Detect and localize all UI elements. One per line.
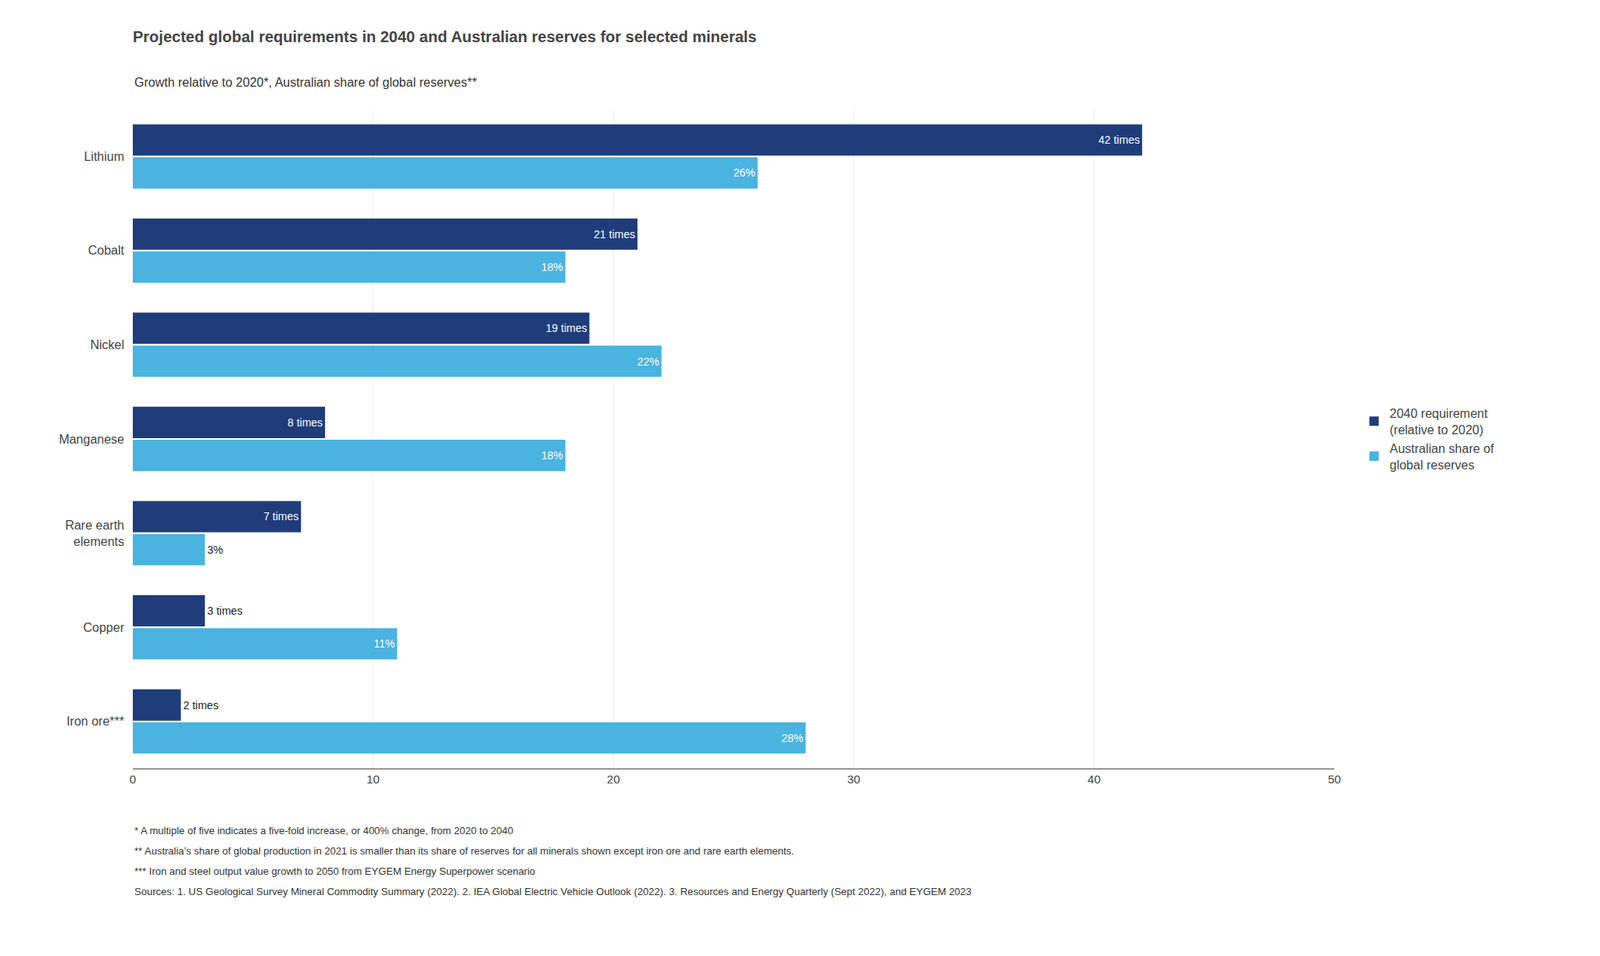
svg-text:Manganese: Manganese <box>58 432 125 447</box>
svg-text:Projected global requirements: Projected global requirements in 2040 an… <box>132 28 757 46</box>
svg-text:3%: 3% <box>207 543 223 557</box>
svg-text:Iron ore***: Iron ore*** <box>66 714 125 729</box>
svg-text:Sources: 1. US Geological Surv: Sources: 1. US Geological Survey Mineral… <box>134 885 972 898</box>
svg-text:0: 0 <box>129 772 136 786</box>
svg-text:42 times: 42 times <box>1098 133 1140 147</box>
svg-text:Copper: Copper <box>83 621 125 635</box>
svg-text:18%: 18% <box>541 260 564 274</box>
svg-text:Growth relative to 2020*, Aust: Growth relative to 2020*, Australian sha… <box>134 75 477 90</box>
svg-text:22%: 22% <box>637 355 660 368</box>
svg-text:11%: 11% <box>373 637 395 650</box>
svg-text:28%: 28% <box>781 732 804 745</box>
svg-text:7 times: 7 times <box>263 510 299 523</box>
svg-text:8 times: 8 times <box>287 416 323 429</box>
svg-text:50: 50 <box>1328 772 1342 786</box>
svg-text:Cobalt: Cobalt <box>88 243 125 258</box>
svg-text:3 times: 3 times <box>207 604 243 618</box>
svg-text:26%: 26% <box>733 166 756 179</box>
svg-text:Australian share ofglobal rese: Australian share ofglobal reserves <box>1389 442 1495 472</box>
svg-text:Nickel: Nickel <box>89 338 125 352</box>
svg-text:* A multiple of five indicates: * A multiple of five indicates a five-fo… <box>134 825 514 837</box>
svg-text:Rare earthelements: Rare earthelements <box>64 518 125 549</box>
svg-text:30: 30 <box>846 772 861 786</box>
svg-text:10: 10 <box>366 772 380 786</box>
svg-text:18%: 18% <box>541 449 564 462</box>
svg-text:20: 20 <box>607 772 621 786</box>
svg-text:2 times: 2 times <box>183 699 219 712</box>
svg-text:*** Iron and steel output valu: *** Iron and steel output value growth t… <box>134 865 536 878</box>
svg-text:19 times: 19 times <box>546 321 588 335</box>
svg-text:40: 40 <box>1087 772 1101 786</box>
svg-text:2040 requirement(relative to 2: 2040 requirement(relative to 2020) <box>1389 407 1489 437</box>
svg-text:** Australia’s share of global: ** Australia’s share of global productio… <box>134 845 794 858</box>
svg-text:21 times: 21 times <box>593 228 636 241</box>
svg-text:Lithium: Lithium <box>83 150 125 164</box>
